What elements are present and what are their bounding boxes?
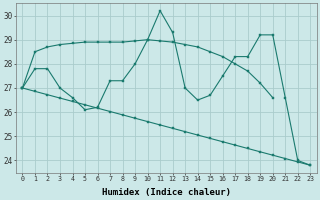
X-axis label: Humidex (Indice chaleur): Humidex (Indice chaleur) bbox=[102, 188, 231, 197]
